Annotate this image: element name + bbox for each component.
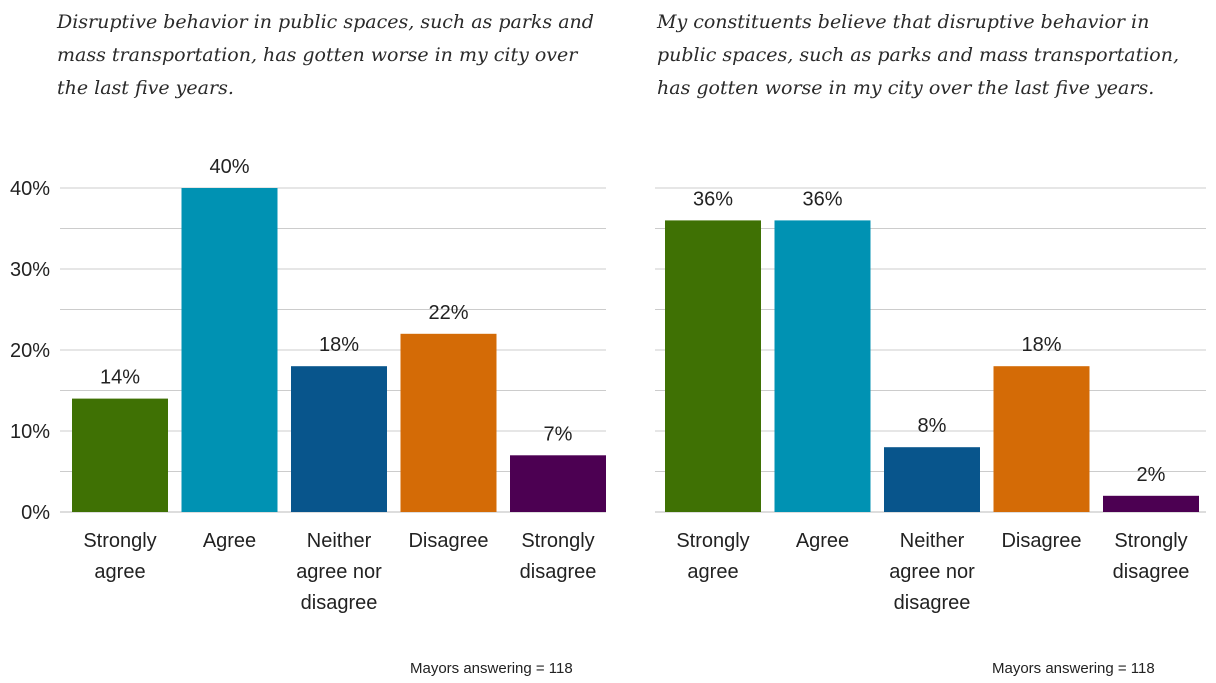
chart-right-value-label: 2% <box>1137 464 1166 486</box>
chart-left-category-label: Disagree <box>408 530 488 552</box>
chart-left-y-tick-label: 40% <box>10 178 50 200</box>
chart-left-category-label: disagree <box>520 561 597 583</box>
chart-right-category-label: Neither <box>900 530 965 552</box>
chart-left-y-tick-label: 0% <box>21 502 50 524</box>
chart-right-value-label: 8% <box>918 415 947 437</box>
chart-right-category-label: disagree <box>894 592 971 614</box>
chart-left-value-label: 7% <box>544 423 573 445</box>
chart-left-y-tick-label: 30% <box>10 259 50 281</box>
chart-right-category-label: Strongly <box>676 530 749 552</box>
chart-right-note: Mayors answering = 118 <box>992 660 1155 677</box>
chart-left-bar <box>181 188 278 512</box>
chart-left-value-label: 22% <box>428 302 468 324</box>
chart-right-bar <box>665 220 761 512</box>
chart-left-bar <box>72 398 168 512</box>
chart-left-note: Mayors answering = 118 <box>410 660 573 677</box>
chart-right-category-label: Agree <box>796 530 849 552</box>
chart-left-value-label: 40% <box>209 156 249 178</box>
chart-left-y-tick-label: 20% <box>10 340 50 362</box>
chart-left-bar <box>400 333 497 512</box>
chart-left-y-tick-label: 10% <box>10 421 50 443</box>
chart-left-category-label: Agree <box>203 530 256 552</box>
chart-left-bar <box>510 455 606 512</box>
chart-right-category-label: Strongly <box>1114 530 1187 552</box>
chart-right-category-label: disagree <box>1113 561 1190 583</box>
chart-right-title: My constituents believe that disruptive … <box>657 11 1180 99</box>
chart-left-value-label: 14% <box>100 367 140 389</box>
chart-right-bar <box>884 447 980 512</box>
chart-left-category-label: disagree <box>301 592 378 614</box>
chart-left-category-label: agree nor <box>296 561 382 583</box>
chart-left-bar <box>291 366 387 512</box>
chart-right-value-label: 36% <box>693 188 733 210</box>
chart-left-category-label: Neither <box>307 530 372 552</box>
chart-right-bar <box>993 366 1090 512</box>
chart-right-category-label: agree nor <box>889 561 975 583</box>
chart-left-category-label: agree <box>94 561 145 583</box>
chart-right-bar <box>774 220 871 512</box>
chart-right-value-label: 36% <box>802 188 842 210</box>
chart-right-bar <box>1103 495 1199 512</box>
chart-right-category-label: agree <box>687 561 738 583</box>
chart-right-category-label: Disagree <box>1001 530 1081 552</box>
chart-left-title: Disruptive behavior in public spaces, su… <box>57 11 594 99</box>
chart-right-value-label: 18% <box>1021 334 1061 356</box>
chart-left-category-label: Strongly <box>521 530 594 552</box>
chart-left-value-label: 18% <box>319 334 359 356</box>
chart-left-category-label: Strongly <box>83 530 156 552</box>
